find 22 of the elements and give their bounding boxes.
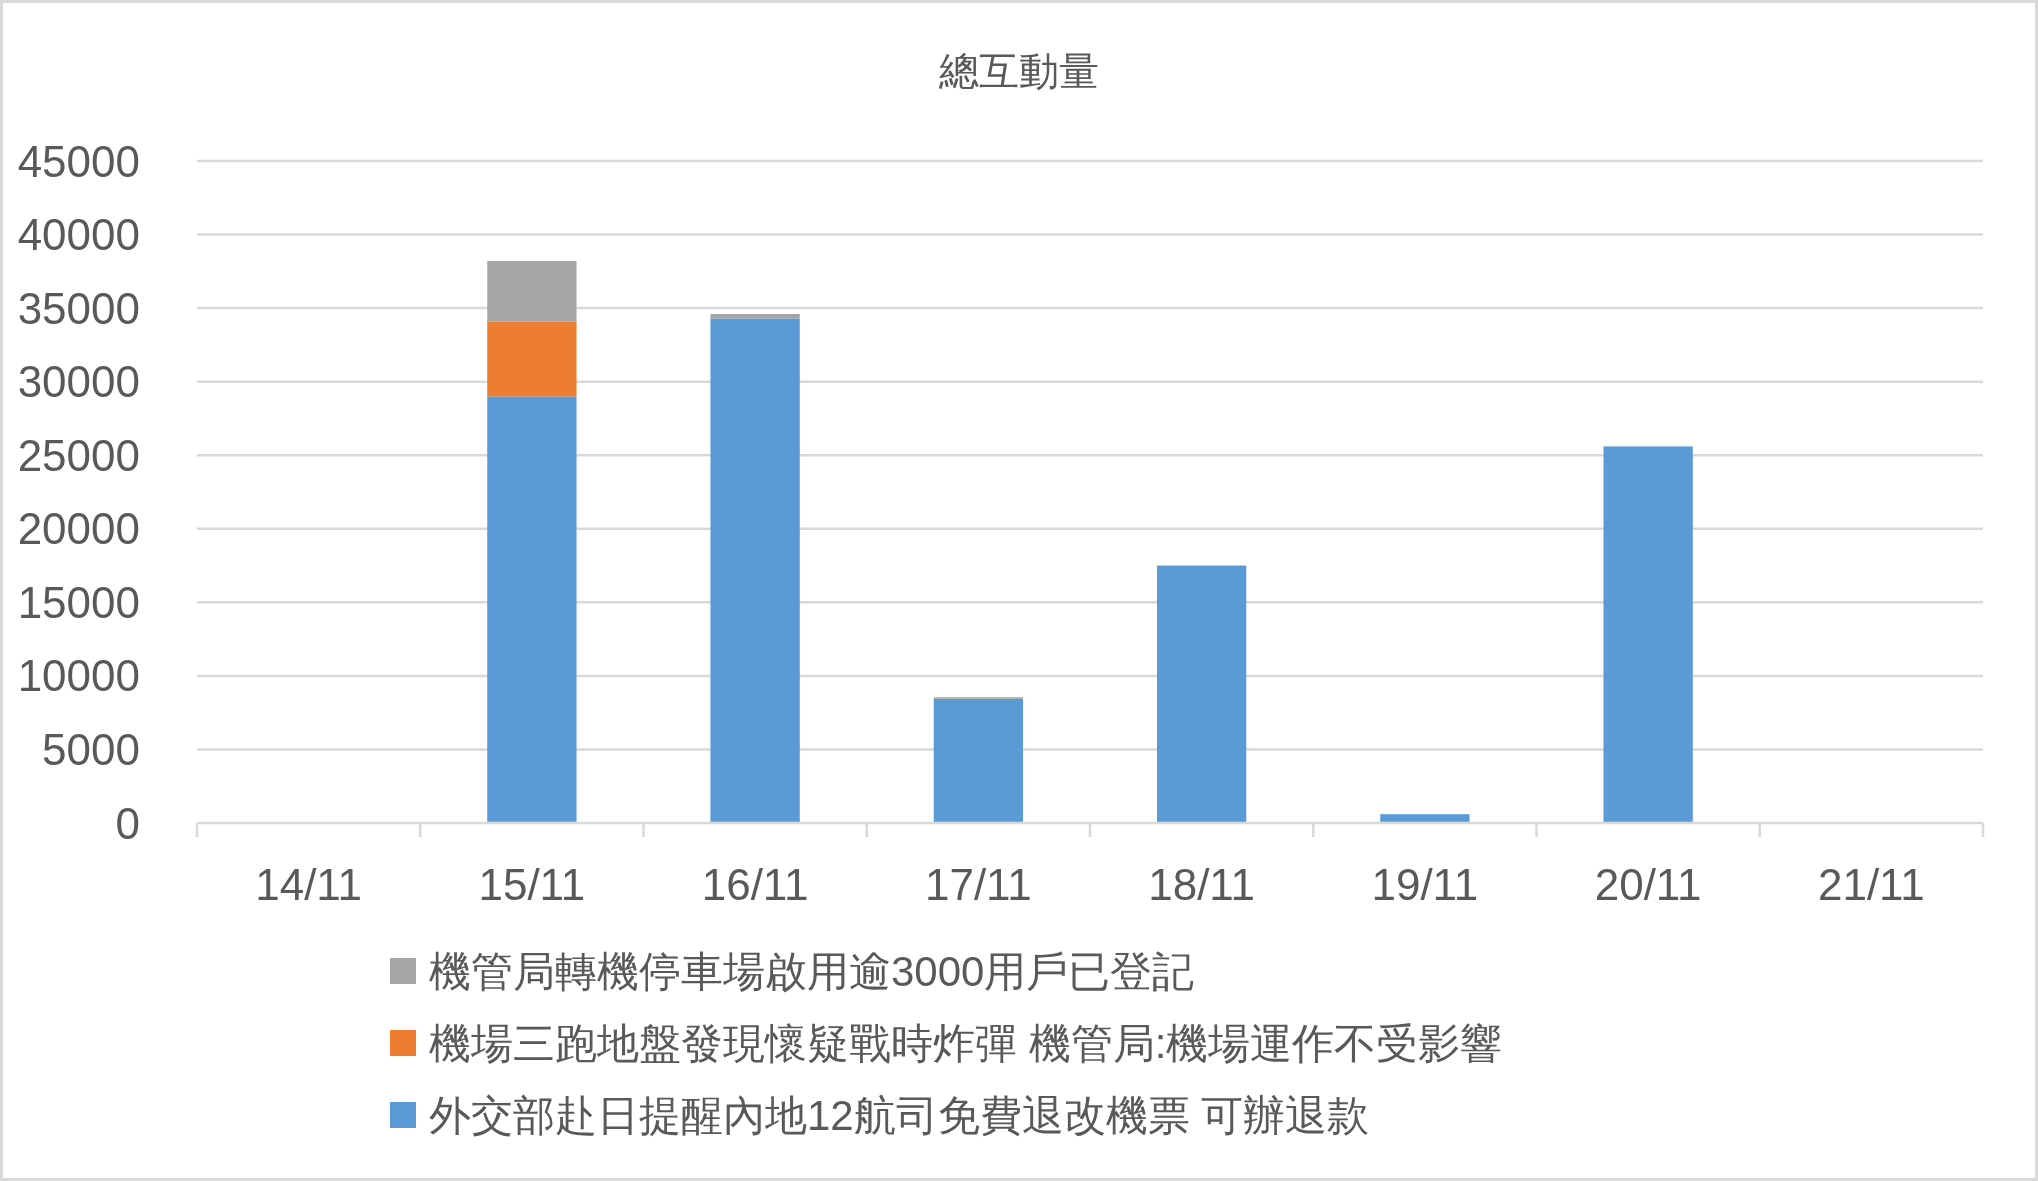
y-tick-label: 5000 (42, 724, 140, 774)
x-tick-label: 17/11 (924, 859, 1032, 909)
legend-label: 機管局轉機停車場啟用逾3000用戶已登記 (429, 947, 1195, 995)
x-tick-label: 19/11 (1371, 859, 1479, 909)
y-tick-label: 45000 (17, 136, 140, 186)
x-tick-label: 18/11 (1148, 859, 1256, 909)
legend-label: 機場三跑地盤發現懷疑戰時炸彈 機管局:機場運作不受影響 (429, 1019, 1503, 1067)
x-tick-label: 14/11 (255, 859, 363, 909)
y-tick-label: 20000 (17, 504, 140, 554)
x-tick-label: 15/11 (478, 859, 586, 909)
y-tick-label: 40000 (17, 210, 140, 260)
chart-title: 總互動量 (938, 49, 1099, 93)
y-tick-label: 35000 (17, 283, 140, 333)
legend-label: 外交部赴日提醒內地12航司免費退改機票 可辦退款 (429, 1091, 1370, 1139)
y-tick-label: 25000 (17, 430, 140, 480)
y-tick-label: 10000 (17, 651, 140, 701)
x-tick-label: 16/11 (701, 859, 809, 909)
y-tick-label: 15000 (17, 577, 140, 627)
x-tick-label: 20/11 (1594, 859, 1702, 909)
y-tick-label: 30000 (17, 357, 140, 407)
y-tick-label: 0 (115, 798, 140, 848)
x-tick-label: 21/11 (1817, 859, 1925, 909)
